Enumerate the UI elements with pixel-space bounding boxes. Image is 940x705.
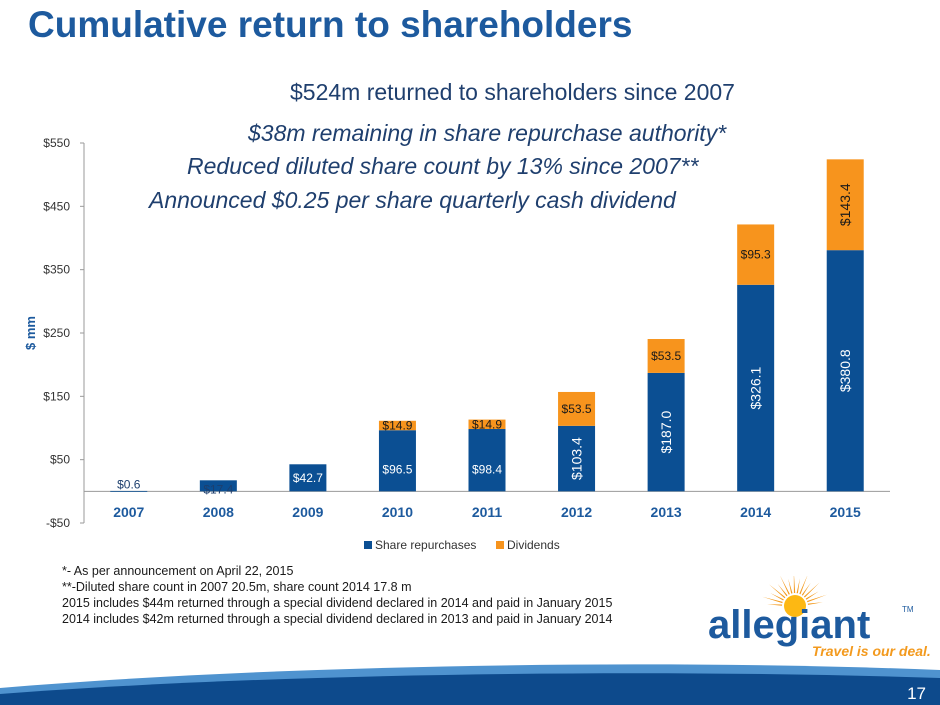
dividends-data-label: $143.4 xyxy=(837,183,853,226)
share-repurchases-bar xyxy=(647,372,685,492)
legend-swatch-dividends xyxy=(496,541,504,549)
dividends-bar xyxy=(647,339,685,373)
y-tick-label: $250 xyxy=(43,326,70,340)
footnotes: *- As per announcement on April 22, 2015… xyxy=(62,563,612,627)
dividends-data-label: $95.3 xyxy=(741,248,771,262)
y-tick-label: $450 xyxy=(43,199,70,213)
share-repurchases-data-label: $187.0 xyxy=(658,410,674,453)
legend-label-share-repurchases: Share repurchases xyxy=(375,538,476,552)
share-repurchases-data-label: $380.8 xyxy=(837,349,853,392)
share-repurchases-bar xyxy=(826,250,864,492)
logo-trademark: TM xyxy=(902,605,914,614)
footnote-3: 2015 includes $44m returned through a sp… xyxy=(62,596,613,610)
page-number: 17 xyxy=(907,684,926,703)
y-tick-label: $550 xyxy=(43,136,70,150)
share-repurchases-data-label: $0.6 xyxy=(117,477,141,491)
share-repurchases-data-label: $98.4 xyxy=(472,462,502,476)
x-tick-label: 2007 xyxy=(113,504,144,520)
share-repurchases-data-label: $96.5 xyxy=(382,462,412,476)
logo-wordmark: allegiant xyxy=(708,603,870,647)
footnote-4: 2014 includes $42m returned through a sp… xyxy=(62,612,613,626)
dividends-bar xyxy=(737,224,775,285)
dividends-bar xyxy=(468,419,506,430)
slide-title: Cumulative return to shareholders xyxy=(28,4,633,45)
y-tick-label: $350 xyxy=(43,263,70,277)
footnote-1: *- As per announcement on April 22, 2015 xyxy=(62,564,294,578)
dividends-bar xyxy=(558,391,596,426)
dividends-bar xyxy=(378,420,416,431)
legend-swatch-share-repurchases xyxy=(364,541,372,549)
sun-icon xyxy=(762,576,827,617)
headline-share-count: Reduced diluted share count by 13% since… xyxy=(187,153,699,179)
footnote-2: **-Diluted share count in 2007 20.5m, sh… xyxy=(62,580,412,594)
share-repurchases-bar xyxy=(289,464,327,492)
headline-total-returned: $524m returned to shareholders since 200… xyxy=(290,79,735,105)
share-repurchases-bar xyxy=(199,480,237,492)
x-tick-label: 2015 xyxy=(830,504,861,520)
logo-tagline: Travel is our deal. xyxy=(812,643,930,659)
x-tick-label: 2014 xyxy=(740,504,771,520)
share-repurchases-data-label: $103.4 xyxy=(569,437,585,480)
dividends-bar xyxy=(826,159,864,251)
share-repurchases-data-label: $17.4 xyxy=(203,482,233,496)
x-tick-label: 2010 xyxy=(382,504,413,520)
dividends-data-label: $53.5 xyxy=(651,349,681,363)
y-axis-title: $ mm xyxy=(23,316,38,350)
x-tick-label: 2011 xyxy=(472,504,503,520)
share-repurchases-data-label: $42.7 xyxy=(293,471,323,485)
x-tick-label: 2012 xyxy=(561,504,592,520)
share-repurchases-data-label: $326.1 xyxy=(748,366,764,409)
y-tick-label: -$50 xyxy=(46,516,70,530)
share-repurchases-bar xyxy=(378,430,416,492)
x-tick-label: 2013 xyxy=(651,504,682,520)
share-repurchases-bar xyxy=(468,429,506,492)
allegiant-logo: allegiant TM Travel is our deal. xyxy=(708,576,930,659)
dividends-data-label: $14.9 xyxy=(382,418,412,432)
share-repurchases-bar xyxy=(737,284,775,492)
x-tick-label: 2008 xyxy=(203,504,234,520)
dividends-data-label: $53.5 xyxy=(562,402,592,416)
share-repurchases-bar xyxy=(110,490,148,492)
headline-dividend: Announced $0.25 per share quarterly cash… xyxy=(149,187,676,213)
y-tick-label: $50 xyxy=(50,453,70,467)
dividends-data-label: $14.9 xyxy=(472,417,502,431)
footer-band xyxy=(0,664,940,705)
share-repurchases-bar xyxy=(558,425,596,492)
y-tick-label: $150 xyxy=(43,389,70,403)
x-tick-label: 2009 xyxy=(292,504,323,520)
legend-label-dividends: Dividends xyxy=(507,538,560,552)
headline-repurchase-authority: $38m remaining in share repurchase autho… xyxy=(248,120,727,146)
